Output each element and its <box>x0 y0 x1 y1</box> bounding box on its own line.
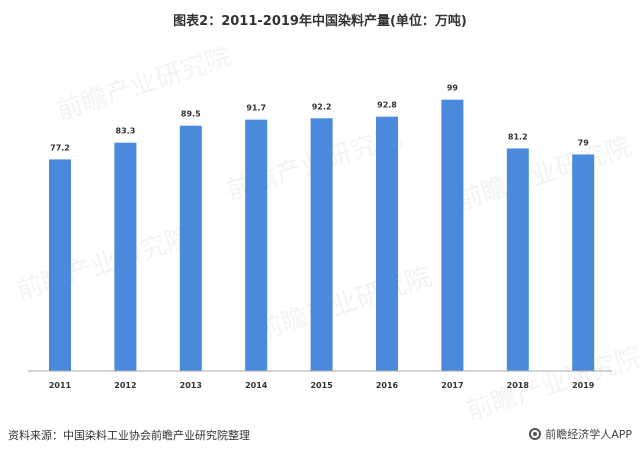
logo-text: 前瞻经济学人APP <box>545 428 632 441</box>
x-tick-2014: 2014 <box>245 381 268 390</box>
x-tick-2019: 2019 <box>572 381 595 390</box>
x-tick-2017: 2017 <box>441 381 463 390</box>
x-tick-2016: 2016 <box>376 381 399 390</box>
bar-2013 <box>179 125 202 371</box>
bar-2014 <box>245 119 268 371</box>
data-label-2016: 92.8 <box>377 101 397 110</box>
x-tick-2013: 2013 <box>180 381 202 390</box>
data-label-2017: 99 <box>447 84 459 93</box>
data-labels: 77.2 83.3 89.5 91.7 92.2 92.8 99 81.2 79 <box>50 84 589 153</box>
x-tick-2011: 2011 <box>49 381 72 390</box>
source-note: 资料来源：中国染料工业协会前瞻产业研究院整理 <box>8 429 250 442</box>
bar-2019 <box>572 154 595 371</box>
data-label-2011: 77.2 <box>50 143 70 152</box>
bar-2011 <box>49 159 71 371</box>
x-tick-2018: 2018 <box>507 381 530 390</box>
x-tick-2012: 2012 <box>114 381 136 390</box>
data-label-2019: 79 <box>578 138 590 147</box>
svg-text:前瞻产业研究院: 前瞻产业研究院 <box>453 132 635 217</box>
data-label-2012: 83.3 <box>116 127 136 136</box>
bar-2017 <box>441 99 464 372</box>
svg-text:前瞻产业研究院: 前瞻产业研究院 <box>463 342 640 427</box>
bar-2012 <box>114 142 137 371</box>
bar-2016 <box>376 116 398 371</box>
bar-2018 <box>506 148 529 371</box>
brand-logo: 前瞻经济学人APP <box>529 426 632 442</box>
data-label-2013: 89.5 <box>181 110 201 119</box>
x-axis-ticks: 2011 2012 2013 2014 2015 2016 2017 2018 2019 <box>49 381 595 390</box>
data-label-2014: 91.7 <box>246 104 266 113</box>
chart-title: 图表2：2011-2019年中国染料产量(单位：万吨) <box>173 14 467 29</box>
x-tick-2015: 2015 <box>310 381 333 390</box>
logo-icon <box>529 428 542 440</box>
data-label-2018: 81.2 <box>508 132 528 141</box>
bars-group <box>49 99 595 372</box>
svg-text:前瞻产业研究院: 前瞻产业研究院 <box>13 222 195 307</box>
svg-text:前瞻产业研究院: 前瞻产业研究院 <box>53 42 235 127</box>
bar-2015 <box>310 118 333 371</box>
svg-text:前瞻产业研究院: 前瞻产业研究院 <box>253 262 435 347</box>
data-label-2015: 92.2 <box>312 102 332 111</box>
